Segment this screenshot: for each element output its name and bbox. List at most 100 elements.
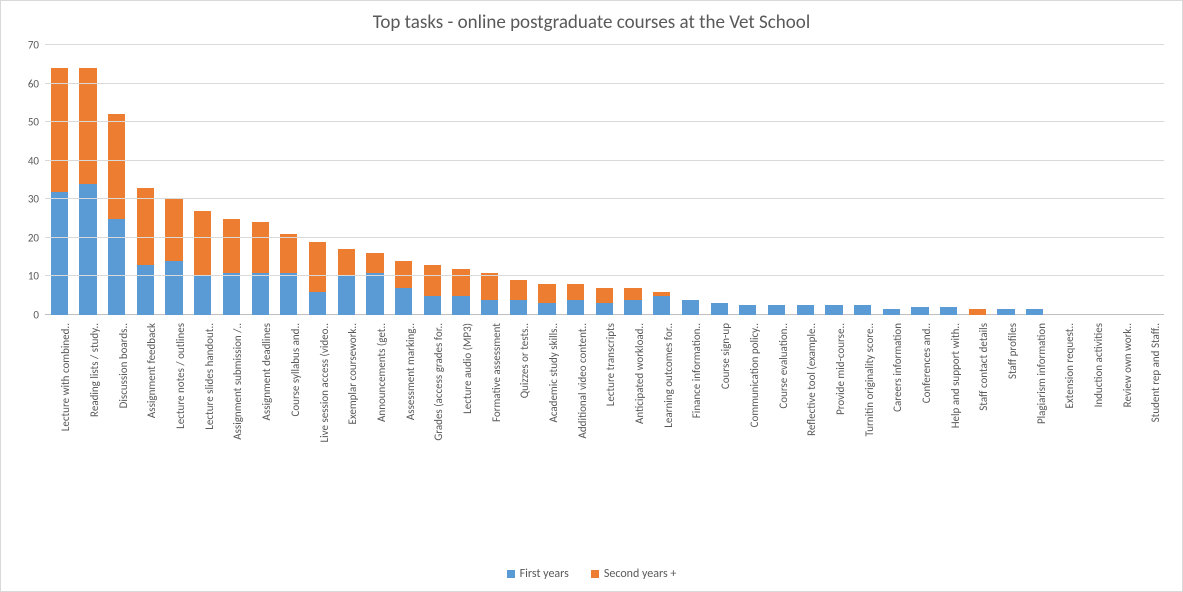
x-axis-category-label: Quizzes or tests..: [518, 323, 531, 398]
x-label-slot: Additional video content..: [561, 319, 590, 539]
x-label-slot: Course evaluation..: [762, 319, 791, 539]
bar-stack: [309, 242, 326, 315]
x-label-slot: Staff contact details: [963, 319, 992, 539]
bar-segment-first-years: [538, 303, 555, 315]
x-label-slot: Assignment deadlines: [246, 319, 275, 539]
y-axis-tick-label: 0: [11, 309, 39, 322]
bar-segment-second-years: [424, 265, 441, 296]
x-axis-category-label: Lecture notes / outlines: [174, 323, 187, 429]
x-axis-category-label: Course evaluation..: [777, 323, 790, 409]
bar-stack: [940, 307, 957, 315]
gridline: [45, 275, 1164, 276]
x-label-slot: Assignment feedback: [131, 319, 160, 539]
x-label-slot: Course syllabus and..: [275, 319, 304, 539]
bar-stack: [883, 309, 900, 315]
bar-segment-second-years: [309, 242, 326, 292]
x-axis-category-label: Staff profiles: [1006, 323, 1019, 379]
bar-stack: [366, 253, 383, 315]
x-label-slot: Reading lists / study..: [74, 319, 103, 539]
bar-segment-second-years: [108, 114, 125, 218]
x-label-slot: Lecture notes / outlines: [160, 319, 189, 539]
x-axis-category-label: Academic study skills..: [547, 323, 560, 423]
x-label-slot: Plagiarism information: [1020, 319, 1049, 539]
plot-area: 010203040506070: [45, 45, 1164, 315]
x-axis-category-label: Formative assessment: [490, 323, 503, 422]
gridline: [45, 121, 1164, 122]
x-axis-category-label: Assignment feedback: [145, 323, 158, 418]
bar-segment-first-years: [510, 300, 527, 315]
bar-segment-first-years: [997, 309, 1014, 315]
bar-segment-first-years: [653, 296, 670, 315]
bar-segment-first-years: [596, 303, 613, 315]
x-label-slot: Review own work..: [1106, 319, 1135, 539]
bar-segment-first-years: [1026, 309, 1043, 315]
x-label-slot: Quizzes or tests..: [504, 319, 533, 539]
bar-segment-first-years: [108, 219, 125, 315]
legend-swatch-first-years: [507, 570, 515, 578]
x-label-slot: Discussion boards..: [102, 319, 131, 539]
x-label-slot: Student rep and Staff..: [1135, 319, 1164, 539]
bar-stack: [596, 288, 613, 315]
bar-segment-first-years: [51, 192, 68, 315]
x-label-slot: Learning outcomes for..: [647, 319, 676, 539]
x-axis-category-label: Live session access (video..: [318, 323, 331, 443]
x-label-slot: Anticipated workload..: [619, 319, 648, 539]
legend-label-second-years: Second years +: [604, 567, 676, 581]
x-axis-category-label: Announcements (get..: [375, 323, 388, 422]
bar-segment-first-years: [452, 296, 469, 315]
bar-segment-first-years: [940, 307, 957, 315]
x-axis-category-label: Help and support with..: [949, 323, 962, 428]
bar-segment-second-years: [137, 188, 154, 265]
x-label-slot: Reflective tool (example..: [791, 319, 820, 539]
bar-segment-first-years: [223, 273, 240, 315]
x-label-slot: Lecture transcripts: [590, 319, 619, 539]
x-axis-category-label: Assignment deadlines: [260, 323, 273, 420]
bar-stack: [395, 261, 412, 315]
x-axis-category-label: Additional video content..: [576, 323, 589, 438]
bar-stack: [194, 211, 211, 315]
x-label-slot: Help and support with..: [934, 319, 963, 539]
legend: First years Second years +: [1, 567, 1182, 581]
x-label-slot: Grades (access grades for..: [418, 319, 447, 539]
bar-stack: [165, 199, 182, 315]
x-label-slot: Live session access (video..: [303, 319, 332, 539]
legend-item-first-years: First years: [507, 567, 569, 581]
x-label-slot: Communication policy..: [734, 319, 763, 539]
x-label-slot: Lecture with combined..: [45, 319, 74, 539]
y-axis-tick-label: 20: [11, 231, 39, 244]
x-axis-category-label: Student rep and Staff..: [1149, 323, 1162, 422]
bar-stack: [682, 300, 699, 315]
x-label-slot: Exemplar coursework..: [332, 319, 361, 539]
bar-segment-first-years: [79, 184, 96, 315]
bar-stack: [510, 280, 527, 315]
x-label-slot: Formative assessment: [475, 319, 504, 539]
bar-segment-first-years: [768, 305, 785, 315]
bar-segment-second-years: [280, 234, 297, 273]
gridline: [45, 160, 1164, 161]
x-label-slot: Staff profiles: [992, 319, 1021, 539]
bar-segment-first-years: [165, 261, 182, 315]
x-axis-category-label: Lecture slides handout..: [203, 323, 216, 430]
x-axis-category-label: Review own work..: [1121, 323, 1134, 407]
bar-segment-first-years: [194, 276, 211, 315]
x-label-slot: Lecture slides handout..: [188, 319, 217, 539]
x-axis-category-label: Provide mid-course..: [834, 323, 847, 415]
bar-stack: [223, 219, 240, 315]
gridline: [45, 44, 1164, 45]
bar-stack: [797, 305, 814, 315]
x-label-slot: Turnitin originality score..: [848, 319, 877, 539]
x-axis-category-label: Conferences and..: [920, 323, 933, 403]
bar-segment-second-years: [481, 273, 498, 300]
x-label-slot: Academic study skills..: [533, 319, 562, 539]
x-axis-category-label: Extension request..: [1063, 323, 1076, 409]
bar-stack: [51, 68, 68, 315]
x-axis-category-label: Communication policy..: [748, 323, 761, 427]
x-axis-category-label: Assessment marking..: [404, 323, 417, 420]
bar-segment-first-years: [366, 273, 383, 315]
x-axis-category-label: Lecture audio (MP3): [461, 323, 474, 414]
bar-stack: [424, 265, 441, 315]
bar-segment-first-years: [825, 305, 842, 315]
y-axis-tick-label: 70: [11, 39, 39, 52]
bar-segment-second-years: [567, 284, 584, 299]
bar-segment-second-years: [223, 219, 240, 273]
